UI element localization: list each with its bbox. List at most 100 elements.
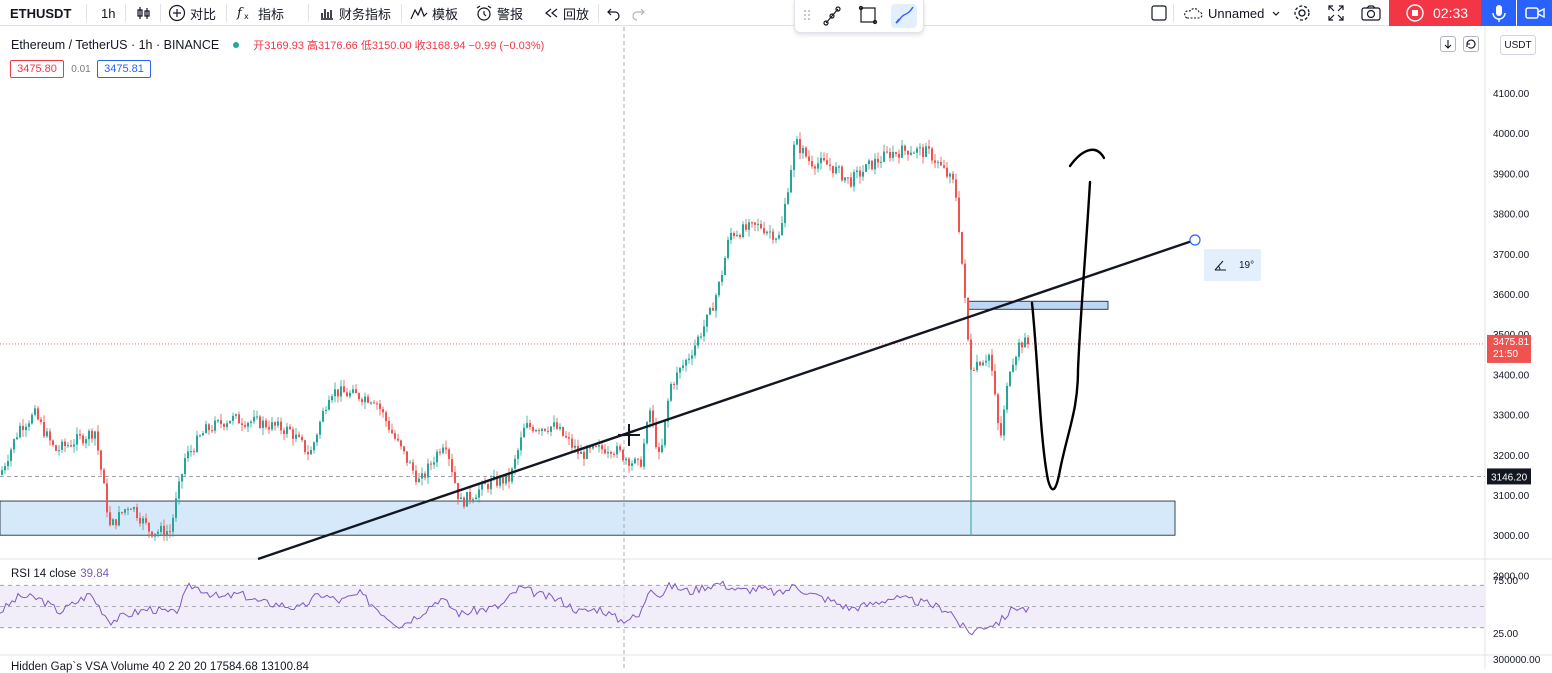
candle-body: [811, 160, 813, 167]
candle-body: [322, 410, 324, 422]
indicators-label: 指标: [258, 6, 285, 22]
candle-body: [1012, 364, 1014, 372]
templates-button[interactable]: 模板: [410, 0, 458, 26]
open-label: 开: [253, 40, 265, 52]
redo-button[interactable]: [630, 0, 650, 26]
microphone-button[interactable]: [1481, 0, 1516, 26]
brush-tool-icon: [895, 6, 914, 24]
trendline-angle-label: 19°: [1204, 249, 1261, 281]
buy-button[interactable]: 3475.81: [97, 60, 151, 78]
layout-checkbox[interactable]: [1150, 0, 1172, 26]
change-value: −0.99 (−0.03%): [468, 40, 545, 52]
candle-body: [22, 425, 24, 431]
candle-body: [541, 428, 543, 431]
candle-body: [205, 424, 207, 434]
candle-body: [688, 358, 690, 360]
compare-button[interactable]: 对比: [168, 0, 216, 26]
fullscreen-button[interactable]: [1327, 0, 1349, 26]
candle-body: [7, 461, 9, 467]
alert-label: 警报: [497, 6, 524, 22]
layout-name-button[interactable]: Unnamed: [1182, 0, 1286, 26]
alert-button[interactable]: 警报: [475, 0, 523, 26]
drag-handle-icon[interactable]: [804, 10, 810, 20]
candle-body: [151, 531, 153, 537]
camera-record-button[interactable]: [1517, 0, 1552, 26]
candle-body: [430, 463, 432, 465]
candle-body: [880, 161, 882, 163]
candle-body: [901, 145, 903, 158]
symbol-search-button[interactable]: ETHUSDT: [10, 5, 72, 21]
settings-button[interactable]: [1292, 0, 1316, 26]
candle-body: [298, 434, 300, 437]
interval-button[interactable]: 1h: [101, 5, 116, 21]
candle-body: [358, 393, 360, 400]
candle-body: [757, 223, 759, 225]
price-axis-tick: 3400.00: [1493, 370, 1530, 381]
candle-body: [721, 274, 723, 282]
crosshair-price-label-bg: [1487, 468, 1531, 485]
candle-body: [886, 151, 888, 153]
undo-button[interactable]: [606, 0, 626, 26]
close-value: 3168.94: [425, 40, 466, 52]
candle-body: [292, 429, 294, 439]
candle-body: [946, 167, 948, 177]
candle-body: [379, 403, 381, 410]
record-button[interactable]: 02:33: [1389, 0, 1481, 26]
angle-value: 19°: [1239, 259, 1255, 271]
chart-style-button[interactable]: [136, 0, 156, 26]
currency-button[interactable]: USDT: [1500, 35, 1536, 55]
candle-body: [928, 146, 930, 149]
candle-body: [1015, 356, 1017, 365]
candle-body: [832, 165, 834, 174]
candle-body: [652, 410, 654, 423]
candle-body: [361, 399, 363, 403]
candle-body: [463, 497, 465, 507]
candle-body: [754, 222, 756, 225]
market-status-dot[interactable]: [233, 42, 240, 48]
rectangle-tool-icon[interactable]: [858, 5, 878, 25]
candle-body: [121, 512, 123, 514]
trend-line-tool-icon[interactable]: [823, 6, 841, 26]
candle-body: [982, 362, 984, 366]
candle-body: [700, 336, 702, 338]
toolbar-divider: [125, 4, 126, 22]
scroll-down-button[interactable]: [1440, 36, 1456, 52]
candle-body: [253, 416, 255, 422]
candle-body: [25, 426, 27, 431]
candle-body: [316, 434, 318, 443]
candle-body: [1006, 385, 1008, 410]
support-zone-rectangle: [0, 500, 1176, 536]
candle-body: [628, 458, 630, 466]
candle-body: [523, 427, 525, 438]
price-axis-tick: 4100.00: [1493, 89, 1530, 100]
candle-body: [214, 420, 216, 431]
candle-body: [19, 425, 21, 438]
symbol-description[interactable]: Ethereum / TetherUS · 1h · BINANCE: [11, 38, 220, 52]
candle-body: [535, 429, 537, 432]
candle-body: [997, 394, 999, 424]
video-camera-icon: [1524, 7, 1545, 19]
candle-body: [646, 422, 648, 444]
refresh-button[interactable]: [1463, 36, 1479, 52]
candle-body: [229, 420, 231, 424]
financials-button[interactable]: 财务指标: [319, 0, 391, 26]
replay-button[interactable]: 回放: [543, 0, 589, 26]
snapshot-button[interactable]: [1360, 0, 1386, 26]
candle-body: [559, 427, 561, 429]
candle-body: [655, 422, 657, 448]
candle-body: [178, 481, 180, 499]
candle-body: [280, 421, 282, 431]
candle-body: [511, 468, 513, 482]
candle-body: [766, 231, 768, 234]
candle-body: [310, 450, 312, 455]
candle-body: [844, 177, 846, 181]
candle-body: [67, 445, 69, 447]
candle-body: [601, 445, 603, 450]
candle-body: [487, 484, 489, 490]
candle-body: [958, 197, 960, 232]
rsi-legend: RSI 14 close 39.84: [11, 568, 109, 580]
sell-button[interactable]: 3475.80: [10, 60, 64, 78]
